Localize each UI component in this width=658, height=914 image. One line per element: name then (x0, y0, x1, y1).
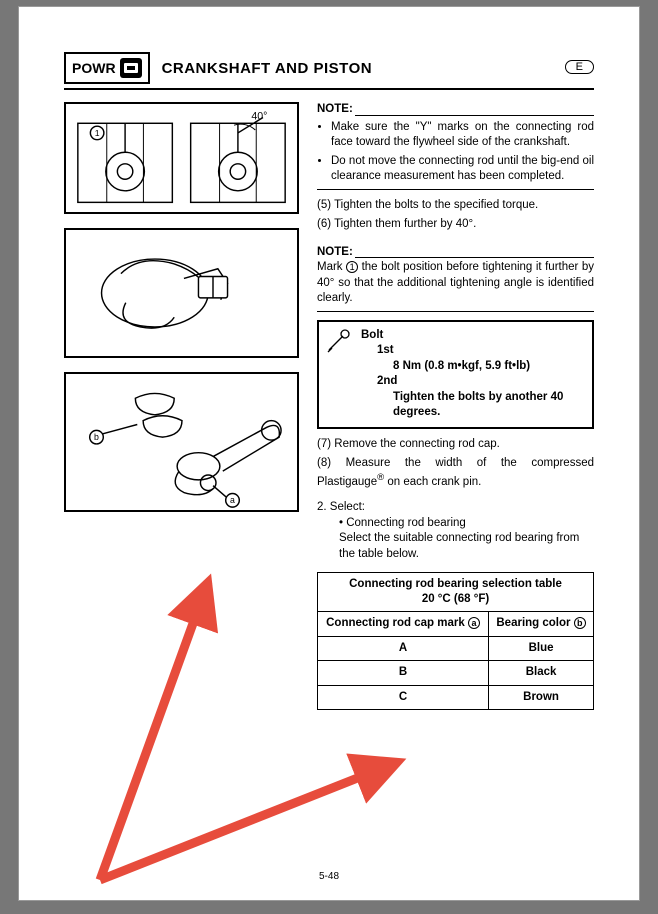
select-label: Select: (330, 501, 365, 513)
content-columns: 1 40° (64, 102, 594, 710)
step-8: (8) Measure the width of the compressed … (317, 456, 594, 490)
step-num: (7) (317, 438, 331, 450)
note1-bullet: Make sure the "Y" marks on the connectin… (331, 120, 594, 151)
svg-text:a: a (230, 495, 235, 505)
note2-end-rule (317, 311, 594, 312)
table-col1-header: Connecting rod cap mark a (318, 612, 489, 637)
svg-text:40°: 40° (251, 110, 267, 122)
note2-text: Mark 1 the bolt position before tighteni… (317, 260, 594, 307)
torque-1st-label: 1st (377, 343, 586, 359)
powr-label: POWR (72, 60, 116, 76)
bearing-selection-table: Connecting rod bearing selection table 2… (317, 572, 594, 710)
note1-end-rule (317, 189, 594, 190)
step-text: Tighten them further by 40°. (334, 218, 476, 230)
powr-badge: POWR (64, 52, 150, 84)
select-desc: Select the suitable connecting rod beari… (339, 532, 579, 560)
figure-2 (64, 228, 299, 358)
table-row: B Black (318, 661, 594, 686)
step-7: (7) Remove the connecting rod cap. (317, 437, 594, 453)
table-col2-header: Bearing color b (489, 612, 594, 637)
select-num: 2. (317, 501, 327, 513)
torque-spec-box: Bolt 1st 8 Nm (0.8 m•kgf, 5.9 ft•lb) 2nd… (317, 320, 594, 429)
table-row: A Blue (318, 636, 594, 661)
circled-mark: 1 (346, 261, 358, 273)
step-num: (8) (317, 457, 331, 469)
step-num: (5) (317, 199, 331, 211)
figure-3: b a (64, 372, 299, 512)
manual-page: POWR CRANKSHAFT AND PISTON E 1 (18, 6, 640, 901)
svg-text:b: b (94, 432, 99, 442)
torque-2nd-label: 2nd (377, 374, 586, 390)
table-title: Connecting rod bearing selection table 2… (318, 573, 594, 612)
torque-2nd-value: Tighten the bolts by another 40 degrees. (393, 390, 586, 421)
text-column: NOTE: Make sure the "Y" marks on the con… (317, 102, 594, 710)
figure-1: 1 40° (64, 102, 299, 214)
table-row: C Brown (318, 685, 594, 710)
torque-1st-value: 8 Nm (0.8 m•kgf, 5.9 ft•lb) (393, 359, 586, 375)
note1-bullets: Make sure the "Y" marks on the connectin… (317, 120, 594, 185)
note1-heading: NOTE: (317, 102, 594, 118)
step-6: (6) Tighten them further by 40°. (317, 217, 594, 233)
step-text: Tighten the bolts to the specified torqu… (334, 199, 538, 211)
engine-icon (120, 58, 142, 78)
torque-wrench-icon (325, 328, 353, 421)
select-block: 2. Select: • Connecting rod bearing Sele… (317, 500, 594, 562)
step-5: (5) Tighten the bolts to the specified t… (317, 198, 594, 214)
note1-bullet: Do not move the connecting rod until the… (331, 154, 594, 185)
torque-title: Bolt (361, 328, 586, 344)
page-header: POWR CRANKSHAFT AND PISTON E (64, 52, 594, 90)
note2-heading: NOTE: (317, 245, 594, 261)
step-num: (6) (317, 218, 331, 230)
figures-column: 1 40° (64, 102, 299, 710)
page-number: 5-48 (19, 871, 639, 882)
step-text: Remove the connecting rod cap. (334, 438, 500, 450)
page-title: CRANKSHAFT AND PISTON (162, 60, 373, 77)
select-item: Connecting rod bearing (346, 517, 466, 529)
svg-text:1: 1 (95, 128, 100, 138)
torque-content: Bolt 1st 8 Nm (0.8 m•kgf, 5.9 ft•lb) 2nd… (361, 328, 586, 421)
edition-badge: E (565, 60, 594, 74)
